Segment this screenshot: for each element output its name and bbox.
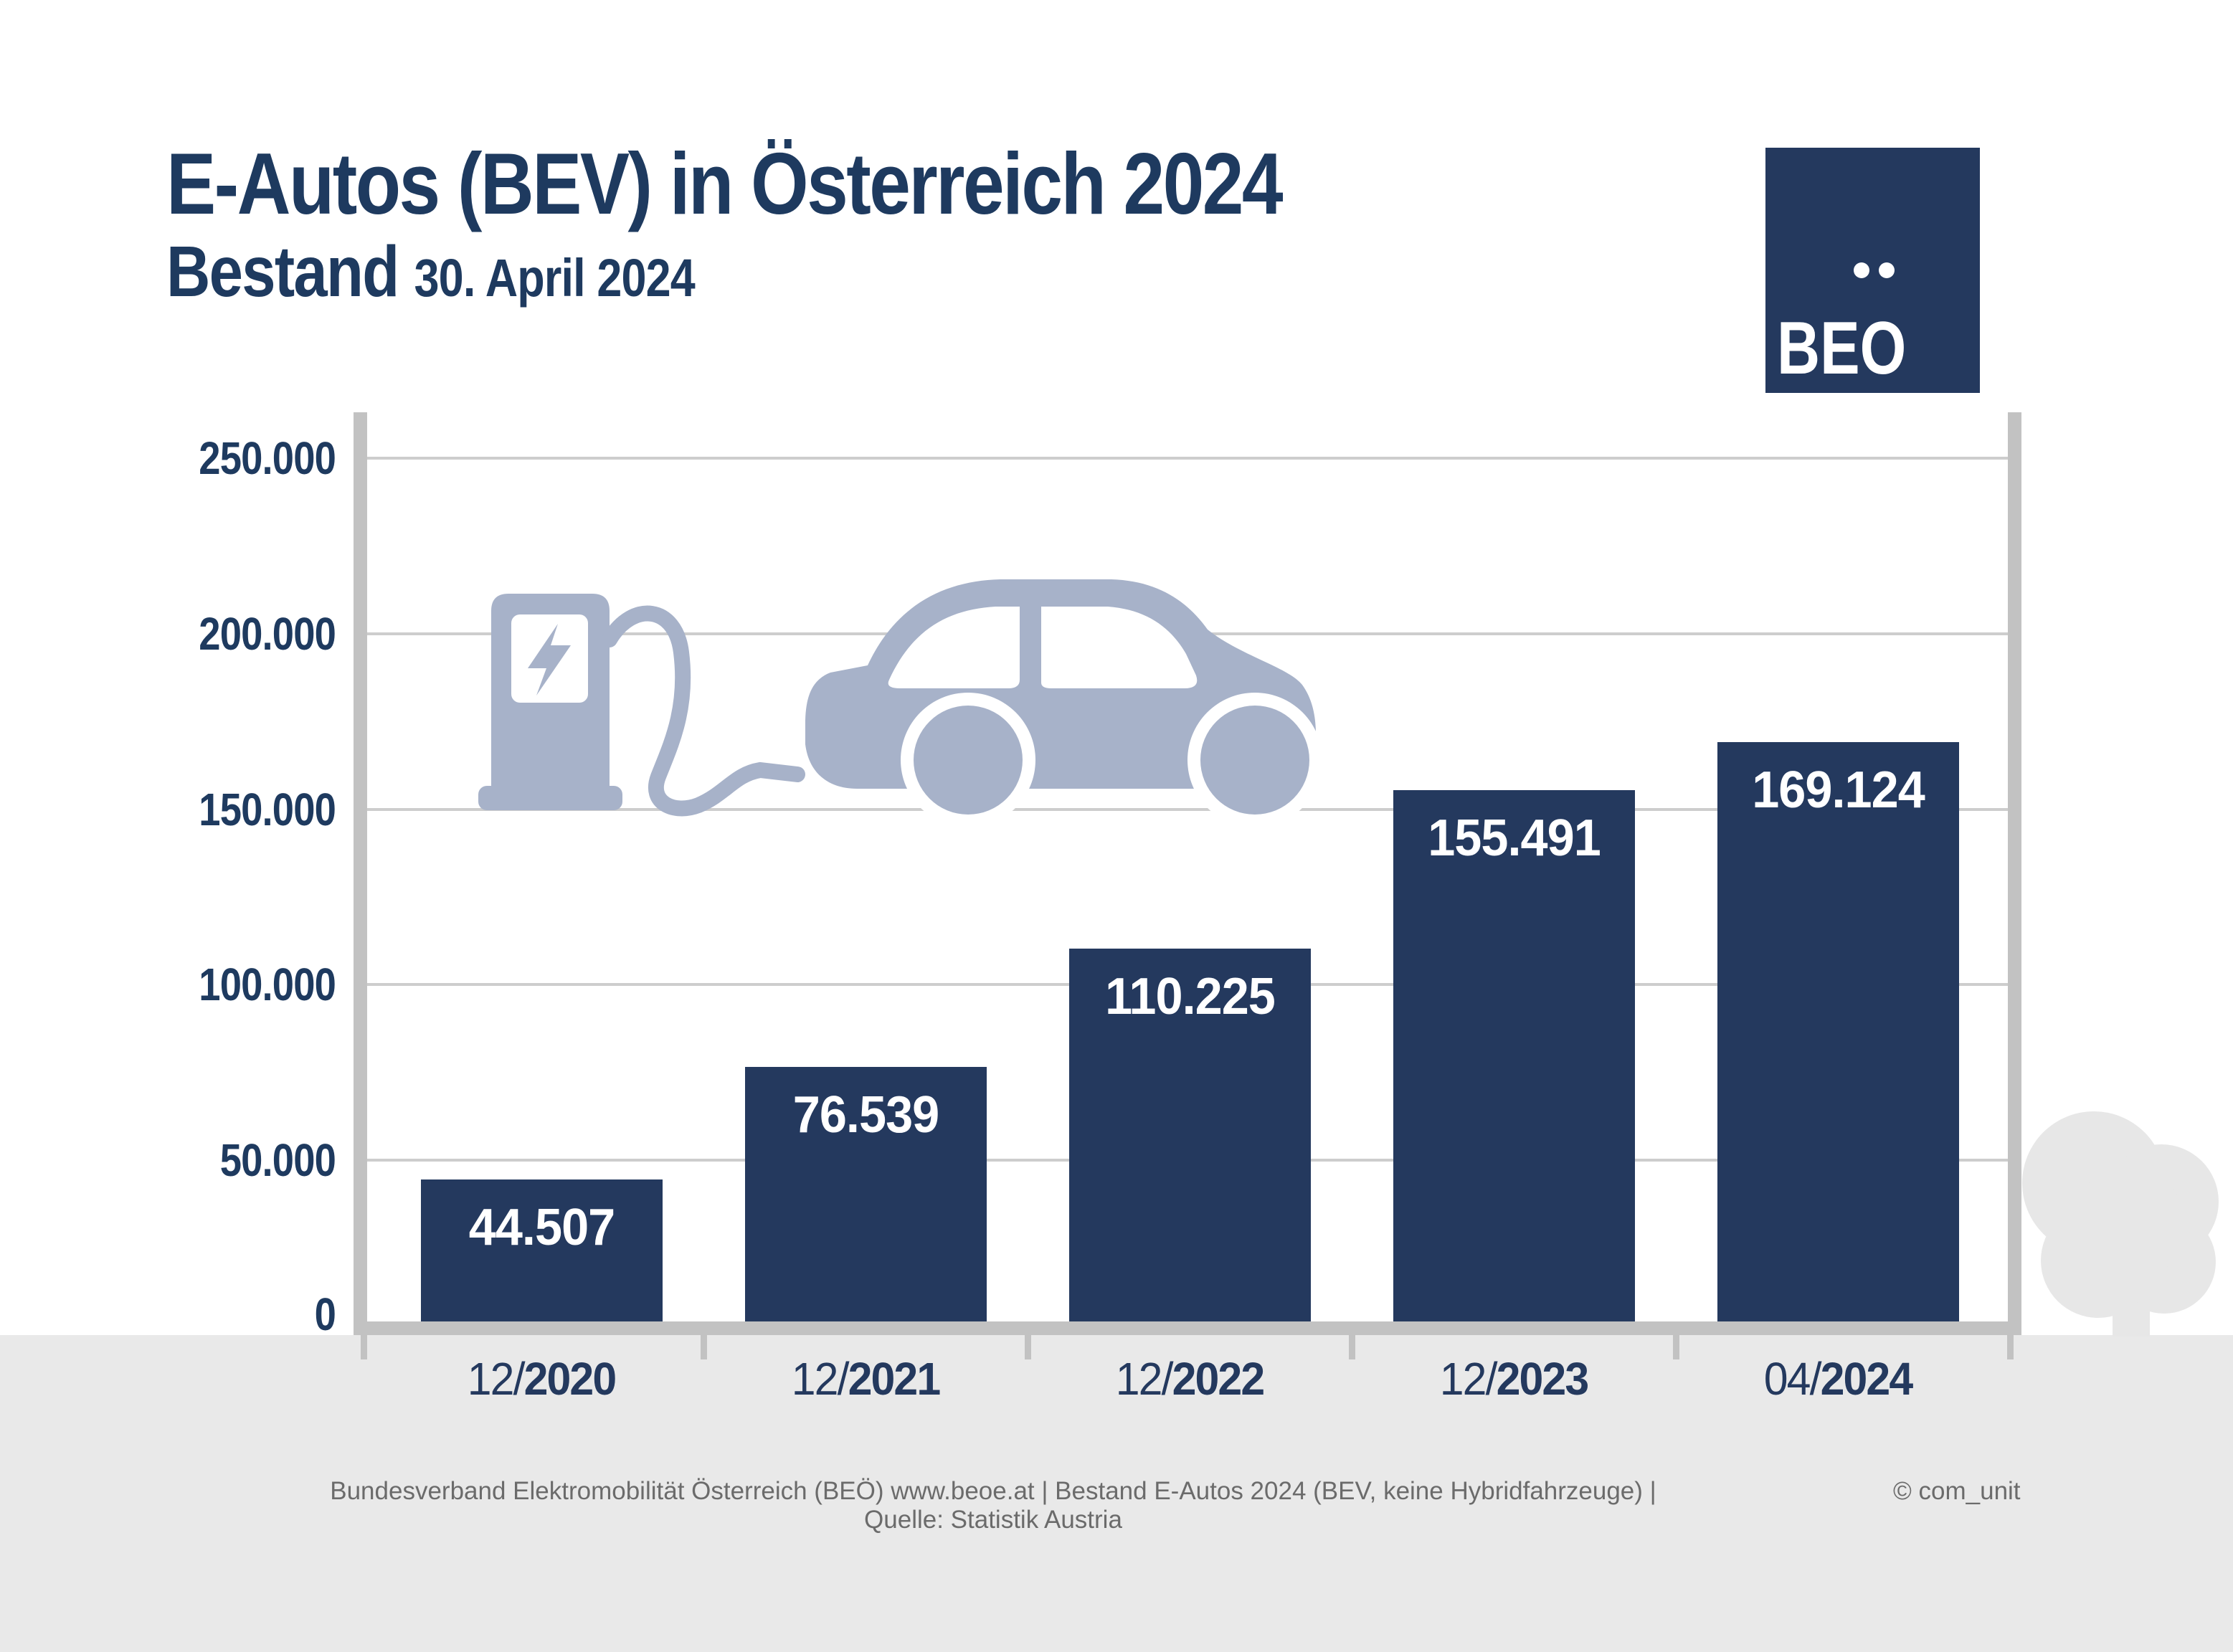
category-month-prefix: 12/ xyxy=(1439,1353,1498,1405)
beo-logo: BEO xyxy=(1765,148,1980,393)
x-axis-tick xyxy=(701,1335,707,1359)
category-month-prefix: 12/ xyxy=(1115,1353,1174,1405)
y-axis-tick-label: 200.000 xyxy=(199,608,336,660)
subtitle-date: 30. April 2024 xyxy=(414,248,696,308)
bar-value-label: 110.225 xyxy=(1104,968,1276,1025)
bar-04/2024: 169.124 xyxy=(1717,742,1959,1335)
category-year: 2024 xyxy=(1820,1353,1914,1405)
y-axis-tick-label: 0 xyxy=(314,1288,336,1340)
y-axis-tick-label: 150.000 xyxy=(199,784,336,835)
x-axis-category-label: 12/2020 xyxy=(385,1352,698,1405)
x-axis-tick xyxy=(1025,1335,1031,1359)
bar-12/2020: 44.507 xyxy=(420,1179,663,1335)
y-axis-tick-label: 100.000 xyxy=(199,959,336,1010)
x-axis-tick xyxy=(1349,1335,1355,1359)
ev-charging-station-and-car-icon xyxy=(478,579,1322,821)
logo-umlaut-dot-icon xyxy=(1879,262,1895,278)
y-axis-line xyxy=(354,412,367,1335)
category-month-prefix: 12/ xyxy=(791,1353,850,1405)
x-axis-category-label: 12/2021 xyxy=(709,1352,1023,1405)
page-title: E-Autos (BEV) in Österreich 2024 xyxy=(166,135,1284,232)
tree-icon xyxy=(2022,1111,2219,1337)
logo-umlaut-dot-icon xyxy=(1854,262,1869,278)
x-axis-tick xyxy=(1673,1335,1679,1359)
x-axis-category-label: 04/2024 xyxy=(1682,1352,1995,1405)
bar-value-label: 169.124 xyxy=(1751,761,1925,819)
bar-12/2023: 155.491 xyxy=(1393,790,1635,1335)
category-year: 2021 xyxy=(848,1353,942,1405)
bar-value-label: 76.539 xyxy=(792,1086,939,1144)
x-axis-category-label: 12/2023 xyxy=(1357,1352,1671,1405)
y-axis-tick-label: 250.000 xyxy=(199,432,336,484)
bar-value-label: 155.491 xyxy=(1427,810,1601,867)
logo-text: BEO xyxy=(1777,307,1907,390)
footer-source-text: Bundesverband Elektromobilität Österreic… xyxy=(330,1477,1656,1534)
bar-12/2022: 110.225 xyxy=(1068,949,1311,1335)
x-axis-line xyxy=(354,1321,2021,1335)
y-axis-tick-label: 50.000 xyxy=(219,1134,336,1186)
category-year: 2022 xyxy=(1172,1353,1266,1405)
category-month-prefix: 12/ xyxy=(467,1353,526,1405)
footer-credit-text: © com_unit xyxy=(1893,1477,2021,1505)
x-axis-tick xyxy=(361,1335,367,1359)
x-axis-tick xyxy=(2007,1335,2014,1359)
gridline-250.000 xyxy=(367,457,2008,460)
category-month-prefix: 04/ xyxy=(1763,1353,1822,1405)
gridline-150.000 xyxy=(367,808,2008,811)
subtitle-main: Bestand xyxy=(166,232,399,312)
page-subtitle: Bestand 30. April 2024 xyxy=(166,231,696,313)
category-year: 2023 xyxy=(1496,1353,1590,1405)
bar-12/2021: 76.539 xyxy=(744,1067,987,1335)
bar-value-label: 44.507 xyxy=(468,1199,615,1256)
ground-band xyxy=(0,1335,2233,1652)
category-year: 2020 xyxy=(523,1353,617,1405)
right-plot-border xyxy=(2008,412,2021,1335)
x-axis-category-label: 12/2022 xyxy=(1033,1352,1347,1405)
